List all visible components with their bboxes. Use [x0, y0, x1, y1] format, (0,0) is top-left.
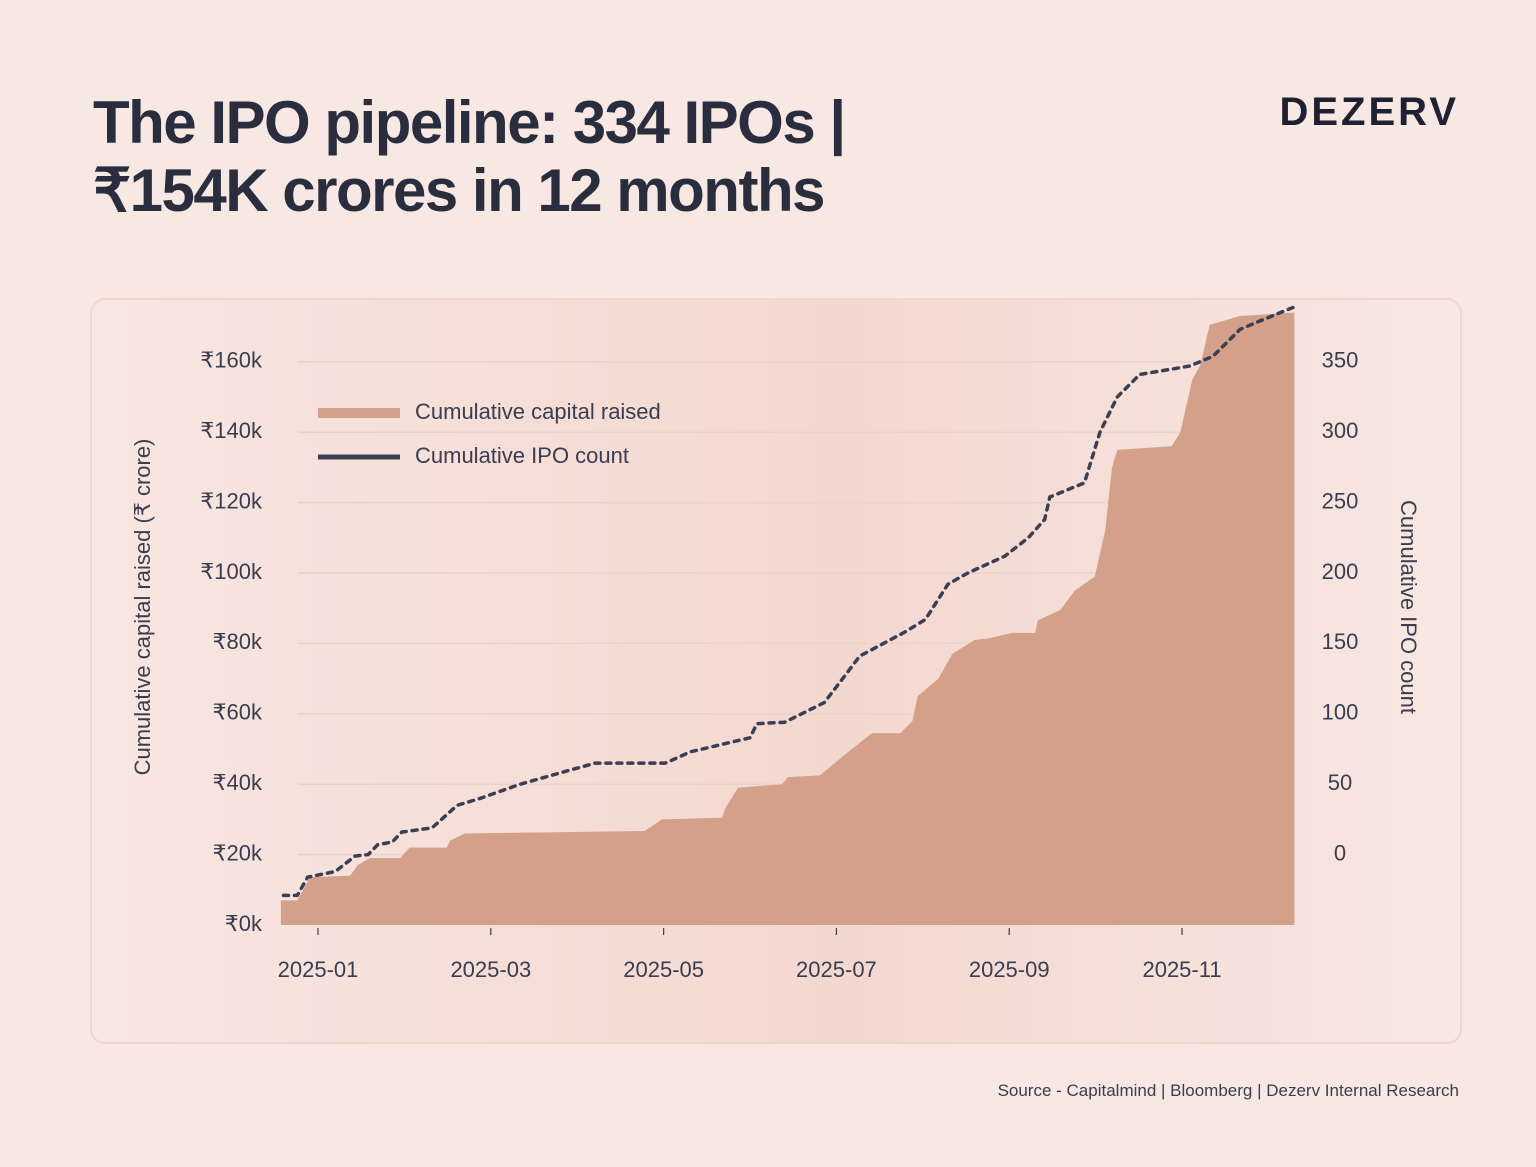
x-tick-label: 2025-07: [796, 957, 877, 982]
y-tick-label: ₹100k: [200, 559, 263, 584]
y-tick-label: ₹20k: [213, 840, 263, 865]
chart-title: ₹154K crores in 12 months: [93, 157, 824, 224]
x-tick-label: 2025-05: [623, 957, 704, 982]
y2-axis-title: Cumulative IPO count: [1396, 500, 1421, 714]
x-tick-label: 2025-01: [278, 957, 359, 982]
y-axis-title: Cumulative capital raised (₹ crore): [130, 439, 155, 776]
y2-tick-label: 0: [1334, 840, 1346, 865]
y2-tick-label: 350: [1322, 348, 1359, 373]
x-tick-label: 2025-11: [1142, 957, 1221, 982]
y-tick-label: ₹40k: [213, 770, 263, 795]
legend-label: Cumulative IPO count: [415, 443, 629, 468]
y-tick-label: ₹80k: [213, 629, 263, 654]
x-tick-label: 2025-03: [450, 957, 531, 982]
legend-label: Cumulative capital raised: [415, 399, 661, 424]
y-tick-label: ₹60k: [213, 700, 263, 725]
y2-tick-label: 150: [1322, 629, 1359, 654]
y-tick-label: ₹120k: [200, 488, 263, 513]
y2-tick-label: 100: [1322, 700, 1359, 725]
capital-area: [280, 312, 1295, 925]
y2-tick-label: 250: [1322, 488, 1359, 513]
y-tick-label: ₹160k: [200, 348, 263, 373]
chart-title: The IPO pipeline: 334 IPOs |: [93, 89, 845, 157]
y-tick-label: ₹0k: [225, 911, 263, 936]
y2-tick-label: 50: [1328, 770, 1352, 795]
y2-tick-label: 300: [1322, 418, 1359, 443]
source-note: Source - Capitalmind | Bloomberg | Dezer…: [998, 1081, 1459, 1100]
y-tick-label: ₹140k: [200, 418, 263, 443]
x-tick-label: 2025-09: [969, 957, 1050, 982]
count-line: [281, 305, 1297, 898]
brand-logo: DEZERV: [1279, 90, 1459, 134]
y2-tick-label: 200: [1322, 559, 1359, 584]
